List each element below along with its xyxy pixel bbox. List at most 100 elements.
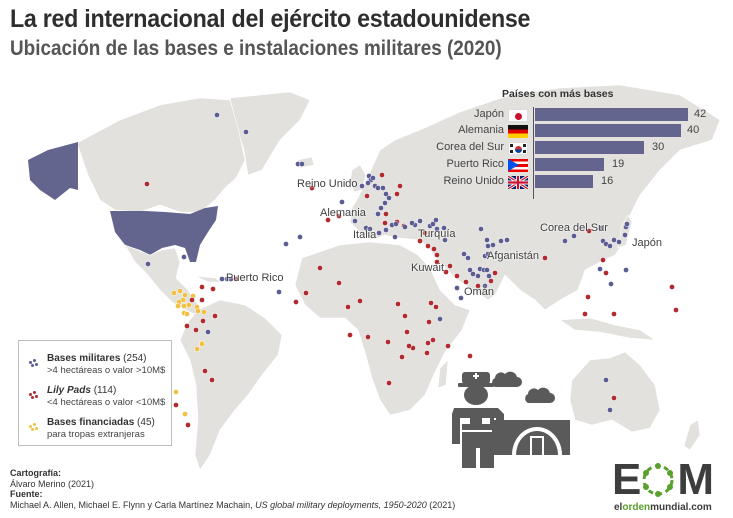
military-base-marker xyxy=(611,237,617,243)
military-base-marker xyxy=(433,217,439,223)
lily-pad-marker xyxy=(434,259,440,265)
lily-pad-marker xyxy=(199,284,205,290)
bar-value: 30 xyxy=(652,141,665,153)
lily-pad-marker xyxy=(379,172,385,178)
lily-pad-marker xyxy=(184,323,190,329)
map-label: Italia xyxy=(353,229,377,241)
military-base-marker xyxy=(339,199,345,205)
funded-base-marker xyxy=(201,309,207,315)
military-base-marker xyxy=(607,407,613,413)
canada-landmass xyxy=(76,97,246,213)
military-base-marker xyxy=(359,183,365,189)
legend-description: para tropas extranjeras xyxy=(47,429,145,440)
lily-pad-marker xyxy=(365,334,371,340)
military-base-marker xyxy=(383,227,389,233)
source-label: Fuente: xyxy=(10,489,43,499)
lily-pad-marker xyxy=(303,290,309,296)
funded-base-marker xyxy=(184,311,190,317)
lily-pad-marker xyxy=(673,307,679,313)
lily-pad-marker xyxy=(185,422,191,428)
military-base-marker xyxy=(383,191,389,197)
uk-flag-icon xyxy=(508,176,528,189)
bar-label: Japón xyxy=(474,108,504,120)
lily-pad-marker xyxy=(397,183,403,189)
map-label: Alemania xyxy=(320,207,366,219)
military-base-marker xyxy=(430,221,436,227)
military-base-marker xyxy=(478,226,484,232)
orbit-circle-icon xyxy=(639,462,677,498)
lily-pad-marker xyxy=(425,340,431,346)
lily-pad-marker xyxy=(443,269,449,275)
yellow-dots-icon xyxy=(29,422,39,432)
map-label: Reino Unido xyxy=(297,178,358,190)
military-base-marker xyxy=(470,271,476,277)
lily-pad-marker xyxy=(582,311,588,317)
indonesia-landmass xyxy=(559,317,657,341)
lily-pad-marker xyxy=(426,319,432,325)
funded-base-marker xyxy=(199,341,205,347)
lily-pad-marker xyxy=(417,238,423,244)
lily-pad-marker xyxy=(317,265,323,271)
page-subtitle: Ubicación de las bases e instalaciones m… xyxy=(10,37,502,60)
legend-description: <4 hectáreas o valor <10M$ xyxy=(47,397,166,408)
bar-value: 40 xyxy=(687,124,700,136)
military-base-marker xyxy=(276,289,282,295)
lily-pad-marker xyxy=(467,353,473,359)
lily-pad-marker xyxy=(345,304,351,310)
military-base-marker xyxy=(283,241,289,247)
lily-pad-marker xyxy=(383,211,389,217)
credits: Cartografía: Álvaro Merino (2021) Fuente… xyxy=(10,468,455,510)
lily-pad-marker xyxy=(434,252,440,258)
lily-pad-marker xyxy=(193,327,199,333)
military-base-marker xyxy=(205,329,211,335)
map-label: Puerto Rico xyxy=(226,272,284,284)
lily-pad-marker xyxy=(669,284,675,290)
lily-pad-marker xyxy=(309,185,315,191)
eom-logo[interactable]: E M elordenmundial.com xyxy=(612,458,730,514)
bar-label: Reino Unido xyxy=(443,175,504,187)
madagascar-landmass xyxy=(437,359,449,389)
funded-base-marker xyxy=(177,288,183,294)
bar xyxy=(535,158,604,171)
lily-pad-marker xyxy=(209,377,215,383)
military-base-marker xyxy=(624,221,630,227)
military-base-marker xyxy=(484,267,490,273)
military-base-marker xyxy=(475,273,481,279)
military-base-marker xyxy=(467,267,473,273)
military-base-marker xyxy=(490,242,496,248)
military-base-marker xyxy=(623,267,629,273)
usa-landmass xyxy=(110,206,218,262)
military-base-marker xyxy=(370,175,376,181)
military-base-marker xyxy=(597,266,603,272)
bar-value: 16 xyxy=(601,175,614,187)
soldier-hangar-illustration xyxy=(452,371,570,468)
funded-base-marker xyxy=(181,303,187,309)
cartography-author: Álvaro Merino (2021) xyxy=(10,478,95,489)
lily-pad-marker xyxy=(385,339,391,345)
lily-pad-marker xyxy=(199,297,205,303)
lily-pad-marker xyxy=(336,280,342,286)
lily-pad-marker xyxy=(394,191,400,197)
bar-label: Puerto Rico xyxy=(446,158,504,170)
military-base-marker xyxy=(616,239,622,245)
lily-pad-marker xyxy=(492,270,498,276)
lily-pad-marker xyxy=(603,270,609,276)
military-base-marker xyxy=(454,285,460,291)
bar xyxy=(535,175,593,188)
cartography-label: Cartografía: xyxy=(10,468,62,478)
lily-pad-marker xyxy=(586,228,592,234)
lily-pad-marker xyxy=(402,313,408,319)
lily-pad-marker xyxy=(463,279,469,285)
top-countries-chart: Países con más bases Japón 42 Alemania 4… xyxy=(420,88,720,199)
lily-pad-marker xyxy=(447,263,453,269)
military-base-marker xyxy=(485,251,491,257)
funded-base-marker xyxy=(186,302,192,308)
bar-label: Alemania xyxy=(458,124,504,136)
military-base-marker xyxy=(228,276,234,282)
military-base-marker xyxy=(375,211,381,217)
military-base-marker xyxy=(607,243,613,249)
funded-base-marker xyxy=(194,346,200,352)
military-base-marker xyxy=(365,180,371,186)
funded-base-marker xyxy=(171,290,177,296)
